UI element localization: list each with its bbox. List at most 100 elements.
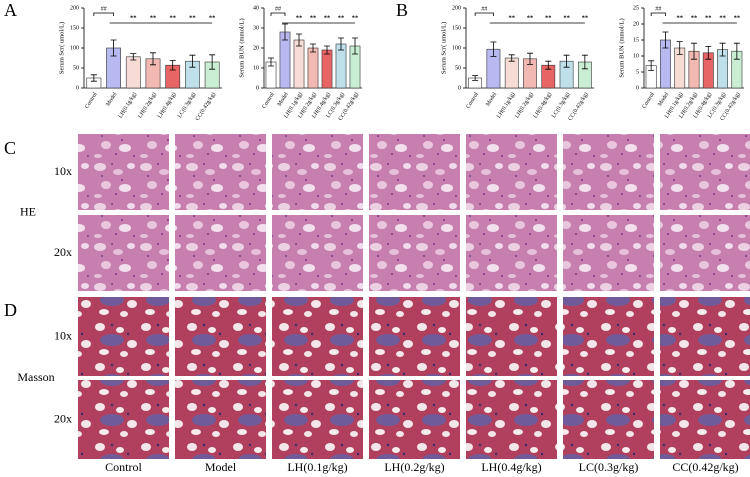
error-bar [110, 39, 117, 57]
micrograph [369, 215, 460, 291]
error-bar [563, 54, 570, 68]
bar [293, 39, 305, 89]
y-tick-label: 20 [253, 45, 259, 51]
micrograph [563, 134, 654, 210]
y-axis-label: Serum Scr( umol/L) [58, 22, 65, 74]
x-tick-label: LH(0.1g/kg) [495, 91, 516, 119]
column-label: LH(0.1g/kg) [287, 460, 347, 474]
sig-marker: ** [527, 14, 534, 21]
y-tick-label: 15 [633, 37, 639, 43]
x-tick-label: LC(0.3g/kg) [176, 91, 197, 119]
sig-marker: ** [676, 14, 683, 21]
x-tick-label: LH(0.4g/kg) [532, 91, 553, 119]
x-tick-label: Model [277, 91, 290, 107]
x-tick-label: CC(0.42g/kg) [194, 91, 217, 122]
x-tick-label: LH(0.2g/kg) [513, 91, 534, 119]
y-tick-label: 0 [636, 85, 639, 91]
y-tick-label: 150 [452, 25, 461, 31]
error-bar [296, 33, 302, 47]
micrograph [369, 380, 460, 459]
sig-marker: ## [655, 6, 661, 12]
x-tick-label: Control [261, 91, 276, 110]
sig-marker: ** [582, 14, 589, 21]
panel-label: C [4, 138, 16, 158]
magnification-label: 20x [54, 245, 72, 259]
error-bar [169, 60, 176, 71]
sig-marker: ** [563, 14, 570, 21]
panel-label: B [396, 0, 408, 20]
x-tick-label: LH(0.4g/kg) [156, 91, 177, 119]
y-tick-label: 100 [452, 45, 461, 51]
stain-label: Masson [17, 370, 54, 384]
error-bar [490, 41, 497, 57]
error-bar [691, 42, 697, 60]
micrograph [466, 134, 557, 210]
error-bar [90, 74, 97, 82]
micrograph [660, 297, 750, 376]
error-bar [338, 37, 344, 51]
micrograph [78, 297, 169, 376]
y-axis-label: Serum Scr( umol/L) [440, 22, 447, 74]
error-bar [648, 60, 655, 71]
sig-marker: ** [545, 14, 552, 21]
error-bar [268, 57, 274, 67]
sig-marker: ** [691, 14, 698, 21]
sig-marker: ** [150, 14, 157, 21]
y-tick-label: 30 [253, 25, 259, 31]
column-label: Control [105, 460, 142, 474]
bar [335, 43, 347, 89]
micrograph [272, 134, 363, 210]
sig-marker: ** [338, 14, 345, 21]
error-bar [189, 54, 196, 68]
micrograph [78, 380, 169, 459]
micrograph [466, 297, 557, 376]
y-tick-label: 5 [636, 69, 639, 75]
sig-marker: ** [130, 14, 137, 21]
bar [307, 47, 319, 89]
error-bar [581, 54, 588, 70]
sig-marker: ## [101, 6, 107, 12]
micrograph [78, 134, 169, 210]
x-tick-label: Model [657, 91, 670, 107]
micrograph [175, 134, 266, 210]
micrograph [272, 215, 363, 291]
magnification-label: 10x [54, 328, 72, 342]
error-bar [352, 37, 358, 55]
y-axis-label: Serum BUN (mmol/L) [238, 18, 245, 77]
x-tick-label: Model [485, 91, 498, 107]
bracket [474, 12, 494, 16]
error-bar [508, 54, 515, 62]
y-tick-label: 0 [76, 85, 79, 91]
sig-marker: ** [324, 14, 331, 21]
sig-marker: ** [310, 14, 317, 21]
stain-label: HE [20, 204, 36, 218]
micrograph [175, 215, 266, 291]
y-tick-label: 0 [458, 85, 461, 91]
bar [321, 49, 333, 89]
sig-marker: ** [296, 14, 303, 21]
magnification-label: 10x [54, 164, 72, 178]
error-bar [130, 53, 137, 61]
sig-marker: ** [734, 14, 741, 21]
y-tick-label: 50 [455, 65, 461, 71]
sig-marker: ** [352, 14, 359, 21]
sig-marker: ** [719, 14, 726, 21]
y-tick-label: 0 [256, 85, 259, 91]
magnification-label: 20x [54, 411, 72, 425]
micrograph [175, 297, 266, 376]
y-axis-label: Serum BUN (mmol/L) [618, 18, 625, 77]
bracket [270, 12, 286, 16]
y-tick-label: 200 [452, 5, 461, 11]
error-bar [282, 23, 288, 41]
error-bar [719, 42, 726, 57]
sig-marker: ** [189, 14, 196, 21]
micrograph [563, 380, 654, 459]
micrograph [466, 215, 557, 291]
micrograph [369, 134, 460, 210]
micrograph [272, 380, 363, 459]
bar [125, 56, 141, 89]
sig-marker: ## [481, 6, 487, 12]
error-bar [662, 31, 669, 49]
panel-label: A [4, 0, 17, 20]
